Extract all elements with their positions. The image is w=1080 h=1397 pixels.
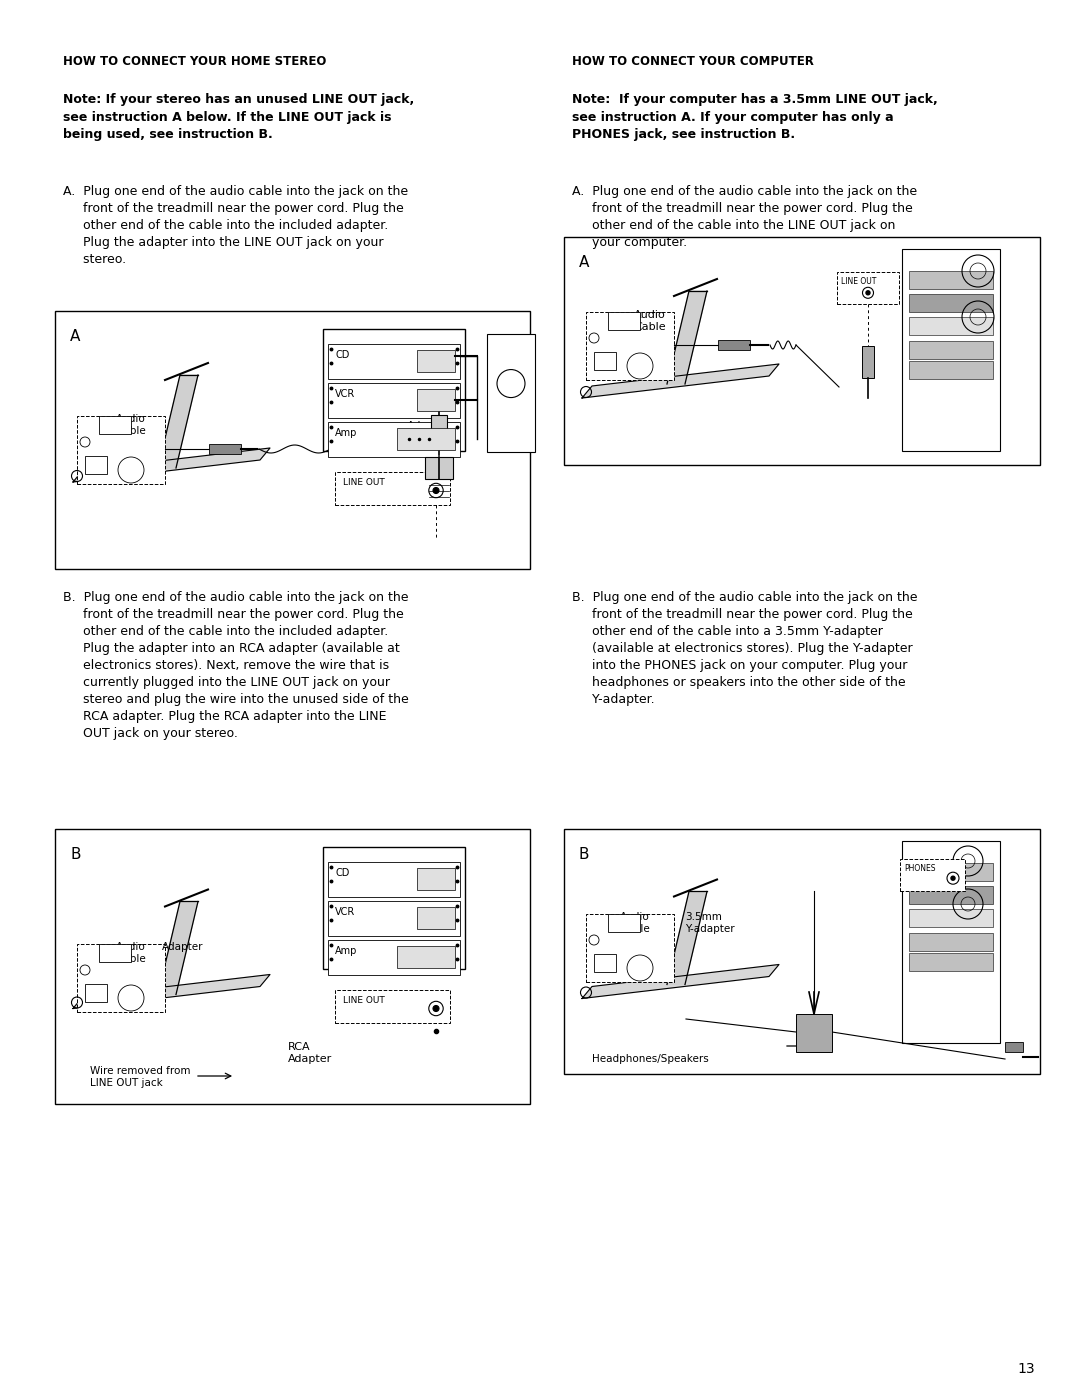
Text: Adapter: Adapter xyxy=(162,942,204,951)
Text: Headphones/Speakers: Headphones/Speakers xyxy=(592,1053,708,1065)
Text: LINE OUT: LINE OUT xyxy=(343,478,384,488)
Bar xyxy=(909,293,993,312)
Bar xyxy=(608,312,640,330)
Text: A: A xyxy=(579,256,590,270)
Text: VCR: VCR xyxy=(335,907,355,916)
Text: Amp: Amp xyxy=(335,427,357,439)
Text: A.  Plug one end of the audio cable into the jack on the
     front of the tread: A. Plug one end of the audio cable into … xyxy=(572,184,917,249)
Bar xyxy=(909,360,993,379)
Text: Note:  If your computer has a 3.5mm LINE OUT jack,
see instruction A. If your co: Note: If your computer has a 3.5mm LINE … xyxy=(572,94,937,141)
Bar xyxy=(397,427,455,450)
Bar xyxy=(909,863,993,882)
Circle shape xyxy=(433,488,438,493)
Text: B.  Plug one end of the audio cable into the jack on the
     front of the tread: B. Plug one end of the audio cable into … xyxy=(63,591,408,740)
Bar xyxy=(55,312,530,569)
Bar xyxy=(77,416,165,483)
Polygon shape xyxy=(158,374,198,468)
Circle shape xyxy=(866,291,870,295)
Bar xyxy=(909,271,993,289)
Bar xyxy=(586,914,674,982)
Bar xyxy=(594,954,616,972)
Bar xyxy=(85,455,107,474)
Bar xyxy=(487,334,535,453)
Polygon shape xyxy=(582,964,779,999)
Text: VCR: VCR xyxy=(335,388,355,400)
Text: 13: 13 xyxy=(1017,1362,1035,1376)
Text: Audio
Cable: Audio Cable xyxy=(117,414,146,436)
Bar xyxy=(323,847,465,970)
Bar xyxy=(328,383,460,418)
Bar xyxy=(909,933,993,951)
Bar xyxy=(909,317,993,335)
Bar xyxy=(85,983,107,1002)
Circle shape xyxy=(951,876,955,880)
Text: Audio
Cable: Audio Cable xyxy=(117,942,146,964)
Bar xyxy=(328,862,460,897)
Bar xyxy=(397,946,455,968)
Text: A.  Plug one end of the audio cable into the jack on the
     front of the tread: A. Plug one end of the audio cable into … xyxy=(63,184,408,265)
Bar xyxy=(335,990,450,1023)
Bar xyxy=(909,886,993,904)
Bar xyxy=(328,422,460,457)
Circle shape xyxy=(433,1006,438,1011)
Bar xyxy=(328,940,460,975)
Text: Amp: Amp xyxy=(335,946,357,956)
Polygon shape xyxy=(667,291,707,384)
Bar xyxy=(564,237,1040,465)
Bar xyxy=(55,828,530,1104)
Bar xyxy=(586,312,674,380)
Text: CD: CD xyxy=(335,351,349,360)
Polygon shape xyxy=(73,448,270,482)
Bar xyxy=(335,472,450,504)
Bar xyxy=(902,249,1000,451)
Text: B: B xyxy=(579,847,590,862)
Text: LINE OUT: LINE OUT xyxy=(841,277,876,286)
Text: RCA
Adapter: RCA Adapter xyxy=(288,1042,333,1065)
Text: PHONES: PHONES xyxy=(904,863,935,873)
Text: CD: CD xyxy=(335,868,349,877)
Polygon shape xyxy=(667,891,707,985)
Bar xyxy=(902,841,1000,1044)
Bar xyxy=(417,351,455,372)
Text: HOW TO CONNECT YOUR COMPUTER: HOW TO CONNECT YOUR COMPUTER xyxy=(572,54,814,68)
Text: HOW TO CONNECT YOUR HOME STEREO: HOW TO CONNECT YOUR HOME STEREO xyxy=(63,54,326,68)
Bar xyxy=(564,828,1040,1074)
Bar xyxy=(99,944,131,963)
Text: Wire removed from
LINE OUT jack: Wire removed from LINE OUT jack xyxy=(90,1066,190,1088)
Text: B.  Plug one end of the audio cable into the jack on the
     front of the tread: B. Plug one end of the audio cable into … xyxy=(572,591,918,705)
Bar xyxy=(718,339,750,351)
Bar xyxy=(909,341,993,359)
Bar xyxy=(210,444,241,454)
Text: Adapter: Adapter xyxy=(407,420,451,432)
Bar xyxy=(417,907,455,929)
Text: A: A xyxy=(70,330,80,344)
Bar xyxy=(77,944,165,1011)
Text: Audio
Cable: Audio Cable xyxy=(620,912,650,935)
Bar xyxy=(837,272,899,305)
Polygon shape xyxy=(582,365,779,398)
Text: LINE OUT: LINE OUT xyxy=(343,996,384,1004)
Text: 3.5mm
Y-adapter: 3.5mm Y-adapter xyxy=(685,912,734,935)
Bar xyxy=(426,457,453,479)
Bar xyxy=(909,953,993,971)
Polygon shape xyxy=(73,975,270,1009)
Bar xyxy=(594,352,616,370)
Bar xyxy=(796,1014,832,1052)
Polygon shape xyxy=(158,901,198,995)
Text: Note: If your stereo has an unused LINE OUT jack,
see instruction A below. If th: Note: If your stereo has an unused LINE … xyxy=(63,94,415,141)
Bar xyxy=(862,346,874,379)
Bar xyxy=(431,415,447,434)
Bar xyxy=(608,914,640,932)
Bar xyxy=(417,388,455,411)
Bar xyxy=(417,868,455,890)
Bar xyxy=(1005,1042,1023,1052)
Bar xyxy=(328,901,460,936)
Bar xyxy=(909,909,993,928)
Bar xyxy=(328,344,460,379)
Bar xyxy=(99,416,131,434)
Bar xyxy=(323,330,465,451)
Text: B: B xyxy=(70,847,81,862)
Text: Audio
Cable: Audio Cable xyxy=(634,310,666,332)
Bar xyxy=(900,859,966,891)
